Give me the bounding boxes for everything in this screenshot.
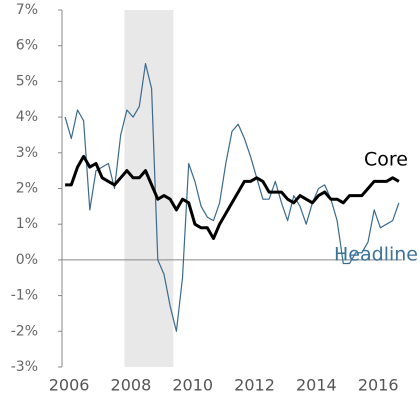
- y-tick-label: 7%: [16, 2, 38, 18]
- y-tick-label: 1%: [16, 216, 38, 232]
- y-tick-label: 3%: [16, 145, 38, 161]
- y-tick-label: -1%: [11, 288, 38, 304]
- x-tick-label: 2010: [172, 376, 213, 395]
- y-tick-label: 6%: [16, 38, 38, 54]
- y-tick-label: 2%: [16, 181, 38, 197]
- y-tick-label: 4%: [16, 109, 38, 125]
- series-label: Core: [364, 149, 408, 171]
- x-tick-label: 2012: [234, 376, 275, 395]
- y-tick-label: -3%: [11, 359, 38, 375]
- x-tick-label: 2008: [111, 376, 152, 395]
- x-tick-label: 2014: [296, 376, 337, 395]
- y-tick-label: -2%: [11, 323, 38, 339]
- x-tick-label: 2016: [358, 376, 399, 395]
- x-tick-label: 2006: [49, 376, 90, 395]
- series-label: Headline: [334, 244, 418, 266]
- y-tick-label: 0%: [16, 252, 38, 268]
- recession-band: [124, 10, 174, 367]
- series-line: [65, 154, 400, 240]
- y-tick-label: 5%: [16, 73, 38, 89]
- series-line: [64, 63, 400, 332]
